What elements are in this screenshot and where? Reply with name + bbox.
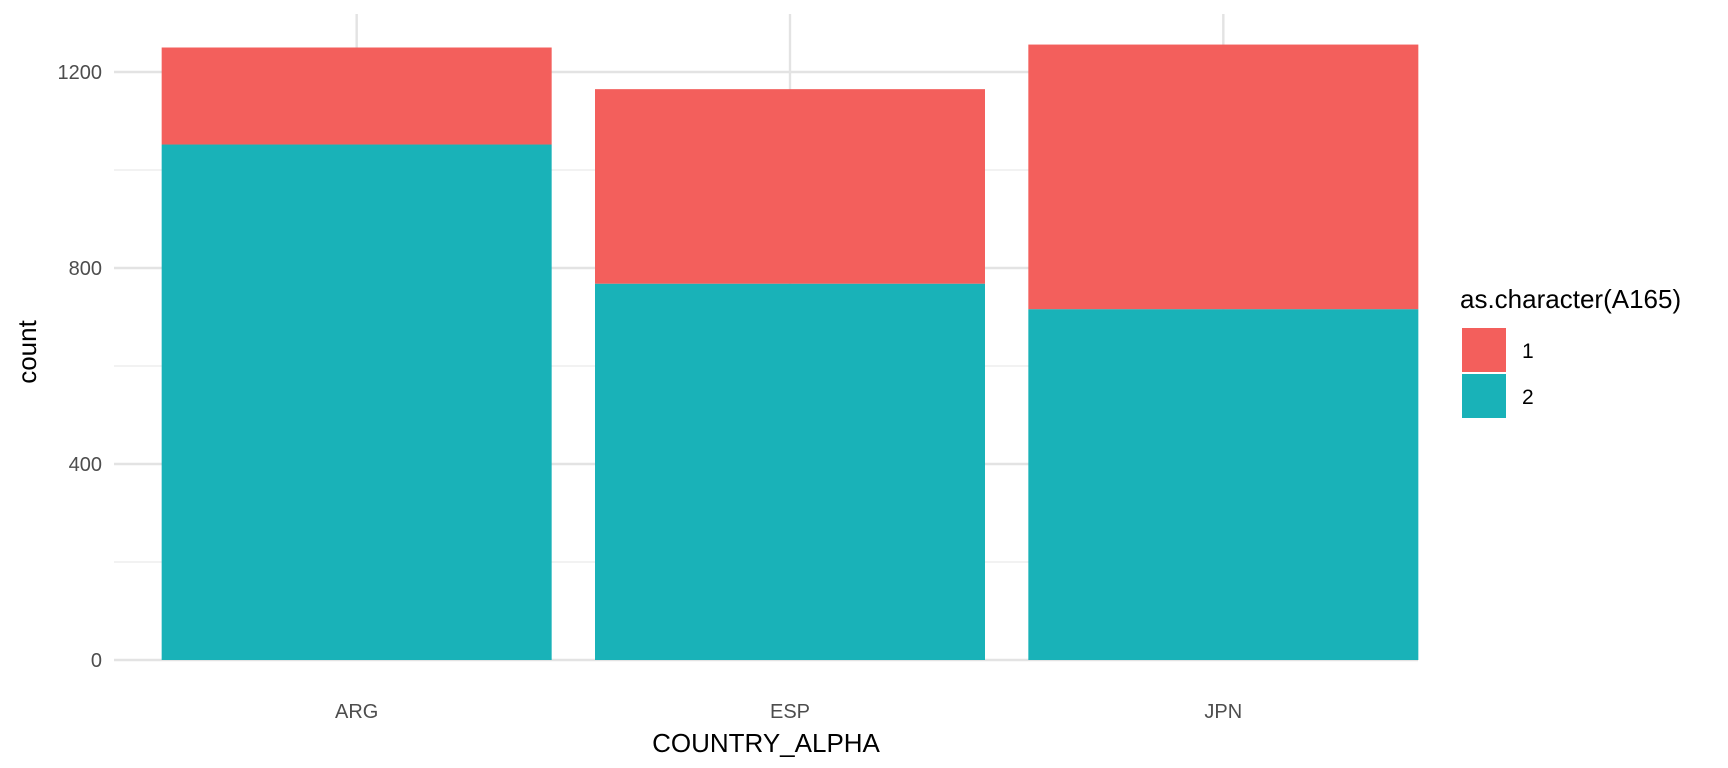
- bar-jpn-series-1: [1028, 44, 1419, 310]
- x-tick-label: JPN: [1204, 701, 1242, 723]
- bar-arg-series-2: [161, 144, 552, 660]
- y-tick-label: 1200: [58, 62, 103, 84]
- legend-items: 12: [1462, 328, 1534, 418]
- x-axis-tick-labels: ARG ESP JPN: [335, 701, 1242, 723]
- legend-title: as.character(A165): [1460, 284, 1681, 314]
- y-axis-title: count: [12, 319, 42, 383]
- bar-esp-series-1: [595, 89, 985, 284]
- y-tick-label: 800: [69, 258, 102, 280]
- y-tick-label: 0: [91, 650, 102, 672]
- legend: as.character(A165) 12: [1460, 284, 1681, 418]
- bar-esp-series-2: [595, 283, 985, 660]
- x-tick-label: ESP: [770, 701, 810, 723]
- legend-label-1: 1: [1522, 340, 1534, 363]
- bar-jpn-series-2: [1028, 309, 1419, 660]
- bar-arg-series-1: [161, 47, 552, 145]
- legend-key-1: [1462, 328, 1506, 372]
- legend-label-2: 2: [1522, 386, 1534, 409]
- x-axis-title: COUNTRY_ALPHA: [652, 728, 880, 758]
- bars: [161, 44, 1419, 660]
- y-axis-tick-labels: 0 400 800 1200: [58, 62, 103, 672]
- x-tick-label: ARG: [335, 701, 378, 723]
- legend-key-2: [1462, 374, 1506, 418]
- y-tick-label: 400: [69, 454, 102, 476]
